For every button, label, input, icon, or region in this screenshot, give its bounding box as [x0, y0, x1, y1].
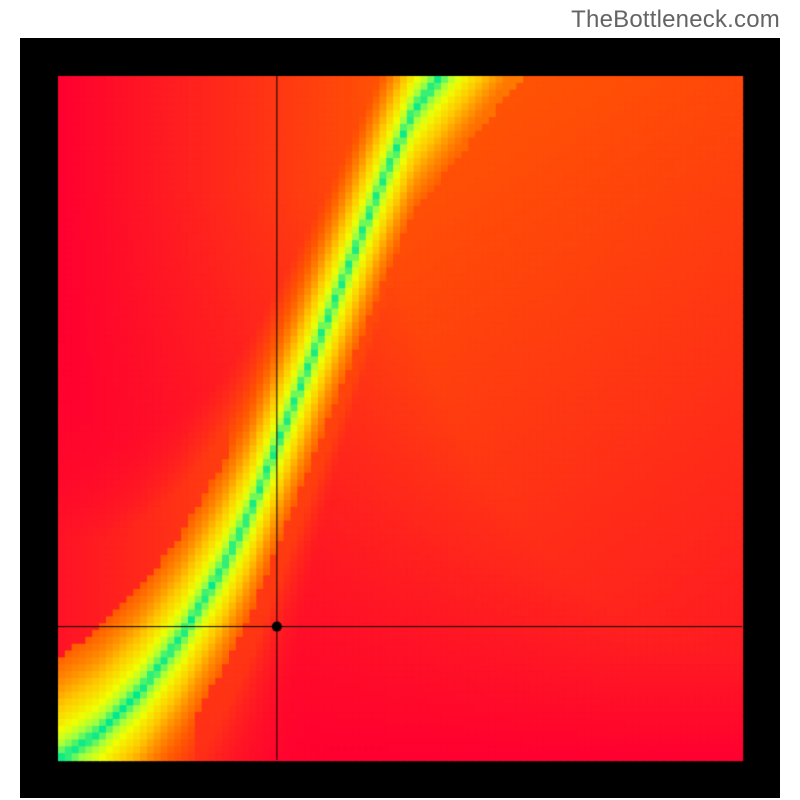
heatmap-canvas	[20, 38, 780, 798]
heatmap-chart	[20, 38, 780, 798]
chart-container: TheBottleneck.com	[0, 0, 800, 800]
watermark-text: TheBottleneck.com	[571, 6, 780, 34]
